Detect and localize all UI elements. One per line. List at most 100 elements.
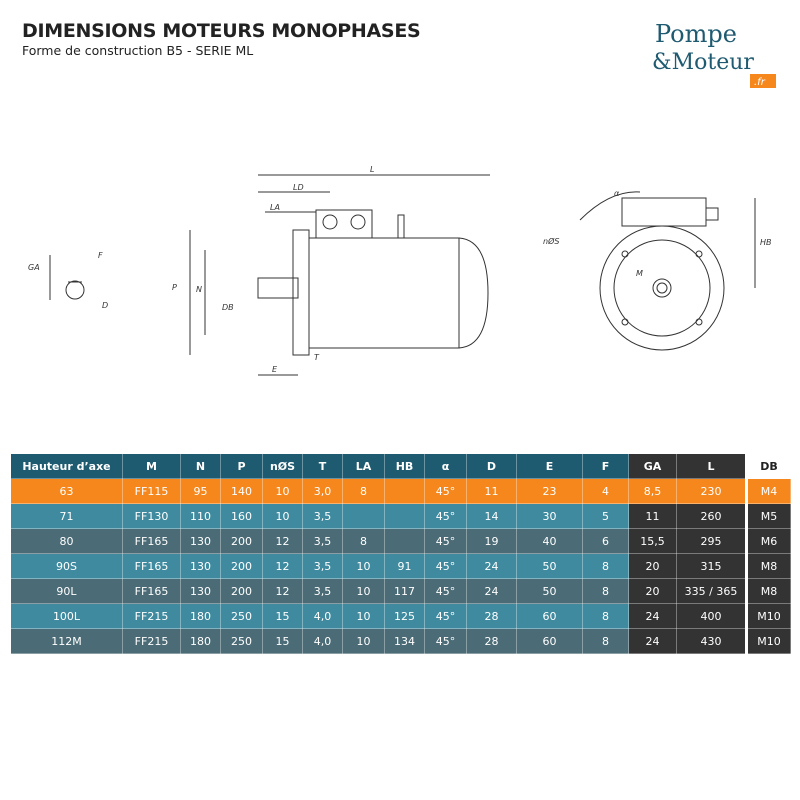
table-cell: 45° — [424, 578, 467, 604]
table-cell: 3,5 — [302, 503, 343, 529]
table-row: 80 FF165 130 200 12 3,5 8 45° 19 40 6 15,5 295 M6 — [10, 528, 791, 554]
table-cell: 250 — [220, 603, 263, 629]
column-header: nØS — [262, 453, 303, 479]
table-cell: M10 — [745, 628, 791, 654]
column-header: F — [582, 453, 629, 479]
table-cell: 8,5 — [628, 478, 677, 504]
table-cell: 3,5 — [302, 578, 343, 604]
table-cell: 400 — [676, 603, 747, 629]
table-cell: 15,5 — [628, 528, 677, 554]
table-cell: 12 — [262, 578, 303, 604]
svg-text:.fr: .fr — [754, 77, 766, 88]
table-cell: 19 — [466, 528, 517, 554]
svg-text:LA: LA — [270, 203, 280, 212]
svg-text:HB: HB — [760, 238, 772, 247]
column-header: Hauteur d’axe — [10, 453, 123, 479]
table-cell — [384, 528, 425, 554]
table-cell: 10 — [342, 628, 385, 654]
table-cell: 71 — [10, 503, 123, 529]
table-cell: 45° — [424, 528, 467, 554]
table-cell: 200 — [220, 553, 263, 579]
table-row: 63 FF115 95 140 10 3,0 8 45° 11 23 4 8,5 230 M4 — [10, 478, 791, 504]
table-cell: 3,5 — [302, 528, 343, 554]
table-cell: 295 — [676, 528, 747, 554]
table-cell: 28 — [466, 603, 517, 629]
svg-text:E: E — [272, 365, 278, 374]
table-cell: 80 — [10, 528, 123, 554]
table-cell: M8 — [745, 578, 791, 604]
table-cell: 10 — [262, 503, 303, 529]
table-cell: 8 — [342, 478, 385, 504]
table-cell: 24 — [466, 578, 517, 604]
column-header: LA — [342, 453, 385, 479]
table-row: 112M FF215 180 250 15 4,0 10 134 45° 28 60 8 24 430 M1… — [10, 628, 791, 654]
motor-dimension-drawing: GA F D L LD LA P N DB T E α nØS M HB — [28, 165, 772, 376]
table-cell: 315 — [676, 553, 747, 579]
svg-text:α: α — [614, 189, 620, 198]
svg-text:P: P — [172, 283, 177, 292]
table-cell: 250 — [220, 628, 263, 654]
table-cell: 6 — [582, 528, 629, 554]
table-cell: 30 — [516, 503, 583, 529]
table-cell: 230 — [676, 478, 747, 504]
table-cell: 90S — [10, 553, 123, 579]
table-cell: 200 — [220, 528, 263, 554]
table-cell: M5 — [745, 503, 791, 529]
table-row: 90L FF165 130 200 12 3,5 10 117 45° 24 50 8 20 335 / … — [10, 578, 791, 604]
table-cell: 45° — [424, 478, 467, 504]
table-cell: 110 — [180, 503, 221, 529]
table-cell: M6 — [745, 528, 791, 554]
column-header: GA — [628, 453, 677, 479]
table-cell — [384, 478, 425, 504]
table-cell: 40 — [516, 528, 583, 554]
table-cell: FF115 — [122, 478, 181, 504]
table-cell: 4 — [582, 478, 629, 504]
table-cell: FF215 — [122, 628, 181, 654]
table-cell: 430 — [676, 628, 747, 654]
table-cell: 130 — [180, 528, 221, 554]
table-cell: 10 — [342, 553, 385, 579]
table-cell: 50 — [516, 553, 583, 579]
table-cell: 8 — [582, 603, 629, 629]
column-header: T — [302, 453, 343, 479]
table-cell: 180 — [180, 628, 221, 654]
table-cell: 3,0 — [302, 478, 343, 504]
table-cell: 335 / 365 — [676, 578, 747, 604]
svg-text:Pompe: Pompe — [655, 20, 737, 48]
column-header: L — [676, 453, 747, 479]
table-cell: 11 — [628, 503, 677, 529]
table-cell: 10 — [262, 478, 303, 504]
table-cell: 134 — [384, 628, 425, 654]
table-cell: 180 — [180, 603, 221, 629]
table-cell: 8 — [582, 628, 629, 654]
column-header: HB — [384, 453, 425, 479]
table-cell: 12 — [262, 553, 303, 579]
page-title: DIMENSIONS MOTEURS MONOPHASES — [22, 20, 421, 42]
table-cell: 60 — [516, 603, 583, 629]
table-cell: M8 — [745, 553, 791, 579]
table-cell: 24 — [466, 553, 517, 579]
table-cell: 4,0 — [302, 603, 343, 629]
table-cell: FF165 — [122, 528, 181, 554]
table-cell: 45° — [424, 553, 467, 579]
table-cell: 100L — [10, 603, 123, 629]
table-cell: 90L — [10, 578, 123, 604]
svg-text:LD: LD — [293, 183, 304, 192]
table-cell: 91 — [384, 553, 425, 579]
table-cell: 125 — [384, 603, 425, 629]
table-cell: 45° — [424, 503, 467, 529]
svg-text:nØS: nØS — [543, 236, 559, 246]
table-cell: 117 — [384, 578, 425, 604]
table-cell: 8 — [342, 528, 385, 554]
table-cell: 11 — [466, 478, 517, 504]
column-header: E — [516, 453, 583, 479]
table-cell: 95 — [180, 478, 221, 504]
table-cell: 5 — [582, 503, 629, 529]
table-cell: 140 — [220, 478, 263, 504]
table-cell: 10 — [342, 578, 385, 604]
table-cell: 28 — [466, 628, 517, 654]
table-cell: 112M — [10, 628, 123, 654]
table-cell: 130 — [180, 553, 221, 579]
table-cell: 160 — [220, 503, 263, 529]
